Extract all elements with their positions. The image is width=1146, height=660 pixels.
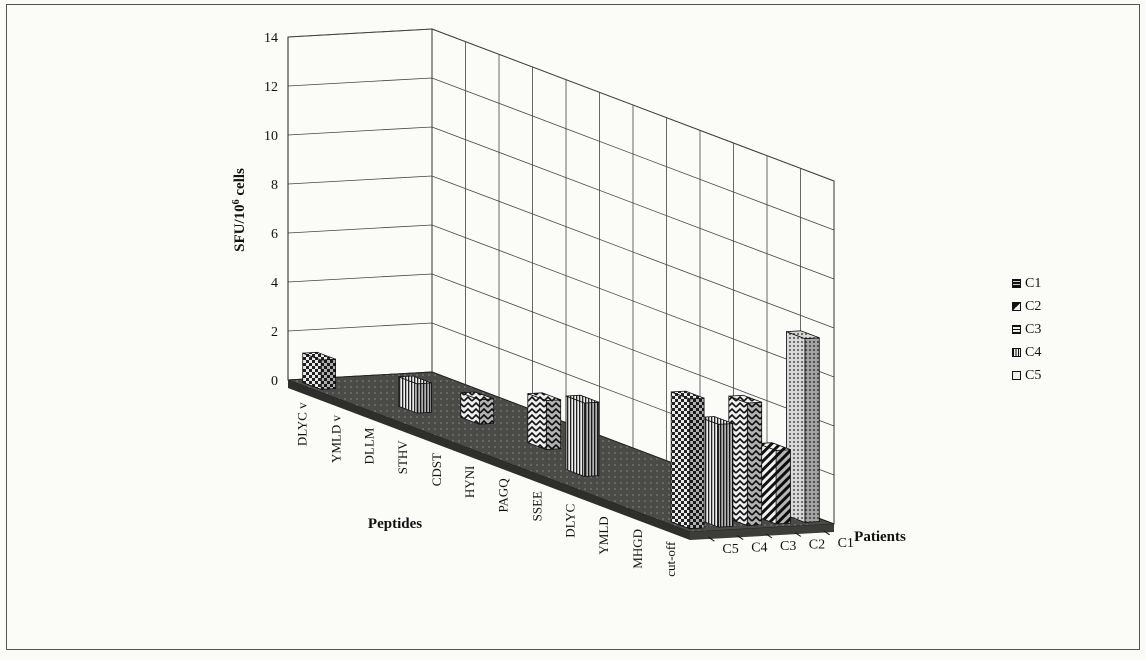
y-tick-label: 6: [271, 227, 278, 242]
y-axis-label: SFU/106 cells: [231, 168, 249, 252]
bar-c4-11: [699, 416, 734, 528]
bar-top: [671, 390, 705, 400]
bar-side-shade: [804, 337, 820, 523]
bar-side-shade: [747, 402, 762, 526]
patient-label: C1: [838, 536, 854, 551]
legend-swatch-vlines-icon: [1012, 348, 1021, 357]
y-tick-label: 12: [264, 80, 278, 95]
category-label: YMLD v: [328, 415, 343, 464]
x-axis-label: Peptides: [368, 516, 422, 532]
legend-item-c3: C3: [1012, 318, 1041, 341]
legend-label: C3: [1025, 321, 1042, 337]
bar-top: [398, 375, 432, 385]
y-tick-label: 10: [264, 129, 278, 144]
label-layer: 0 2 4 6 8 10 12 14 SFU/106 cells DLYC v YMLD v DLLM…: [231, 31, 906, 577]
legend-swatch-zigzag-icon: [1012, 325, 1021, 334]
category-label: STHV: [395, 440, 410, 475]
bar-side-shade: [417, 382, 432, 414]
patient-tick: [765, 533, 773, 539]
category-label: DLYC: [563, 504, 578, 538]
bar-top: [527, 392, 561, 401]
legend-label: C5: [1025, 367, 1042, 383]
bar-layer: [302, 330, 820, 530]
category-label: SSEE: [529, 491, 544, 521]
floor-edge-side: [690, 524, 834, 540]
y-tick-label: 2: [271, 325, 278, 340]
patient-tick: [708, 536, 715, 542]
bar-front: [565, 395, 585, 478]
bar-front: [670, 391, 691, 530]
legend-item-c1: C1: [1012, 272, 1041, 295]
bar-top: [699, 416, 734, 425]
legend-label: C1: [1025, 275, 1042, 291]
floor-edge: [288, 380, 690, 540]
bar-c4-7: [565, 394, 600, 478]
legend: C1 C2 C3 C4 C5: [1012, 272, 1041, 387]
bar-top: [786, 330, 820, 340]
z-axis-label: Patients: [854, 529, 906, 545]
bar-c1-11: [786, 330, 820, 523]
patient-tick: [794, 531, 802, 537]
legend-item-c4: C4: [1012, 341, 1041, 364]
bar-side-shade: [718, 423, 733, 528]
category-label: DLYC v: [295, 402, 310, 446]
bar-c4-2: [398, 375, 432, 414]
y-tick-label: 8: [271, 178, 278, 193]
y-tick-label: 4: [271, 276, 278, 291]
patient-tick: [823, 530, 830, 536]
category-label: YMLD: [596, 516, 611, 554]
bar-side-shade: [776, 449, 791, 524]
bar-c3-5: [527, 392, 562, 451]
bar-c2-11: [757, 442, 791, 525]
legend-swatch-checker-icon: [1012, 371, 1021, 380]
patient-tick: [736, 535, 744, 541]
chart-frame: [6, 4, 1140, 650]
legend-label: C2: [1025, 298, 1042, 314]
category-label: HYNI: [462, 466, 477, 499]
legend-item-c2: C2: [1012, 295, 1041, 318]
bar-side-shade: [689, 398, 705, 529]
category-label: cut-off: [663, 541, 678, 577]
patient-label: C5: [722, 542, 738, 557]
category-label: DLLM: [362, 427, 377, 464]
bar-side-shade: [321, 359, 336, 390]
bar-c3-3: [460, 391, 495, 425]
bar-side-shade: [546, 399, 561, 450]
bar-top: [565, 394, 600, 404]
legend-label: C4: [1025, 344, 1042, 360]
category-label: MHGD: [630, 529, 645, 569]
category-label: PAGQ: [496, 478, 511, 513]
legend-item-c5: C5: [1012, 364, 1041, 387]
bar-top: [460, 391, 494, 401]
legend-swatch-diag-icon: [1012, 302, 1021, 311]
bar-c5-0: [302, 351, 337, 390]
bar-c5-11: [670, 390, 705, 530]
y-tick-label: 0: [271, 374, 278, 389]
y-tick-label: 14: [264, 31, 278, 46]
legend-swatch-dots-icon: [1012, 279, 1021, 288]
bar-top: [728, 394, 762, 404]
bar-front: [527, 393, 547, 451]
bar-side-shade: [584, 402, 599, 477]
bar-top: [302, 351, 336, 361]
patient-label: C4: [751, 541, 767, 556]
category-label: CDST: [429, 453, 444, 486]
bar-side-shade: [479, 398, 494, 425]
bar-c3-11: [728, 394, 763, 527]
patient-label: C3: [780, 539, 796, 554]
bar-top: [757, 442, 791, 451]
patient-label: C2: [809, 537, 825, 552]
